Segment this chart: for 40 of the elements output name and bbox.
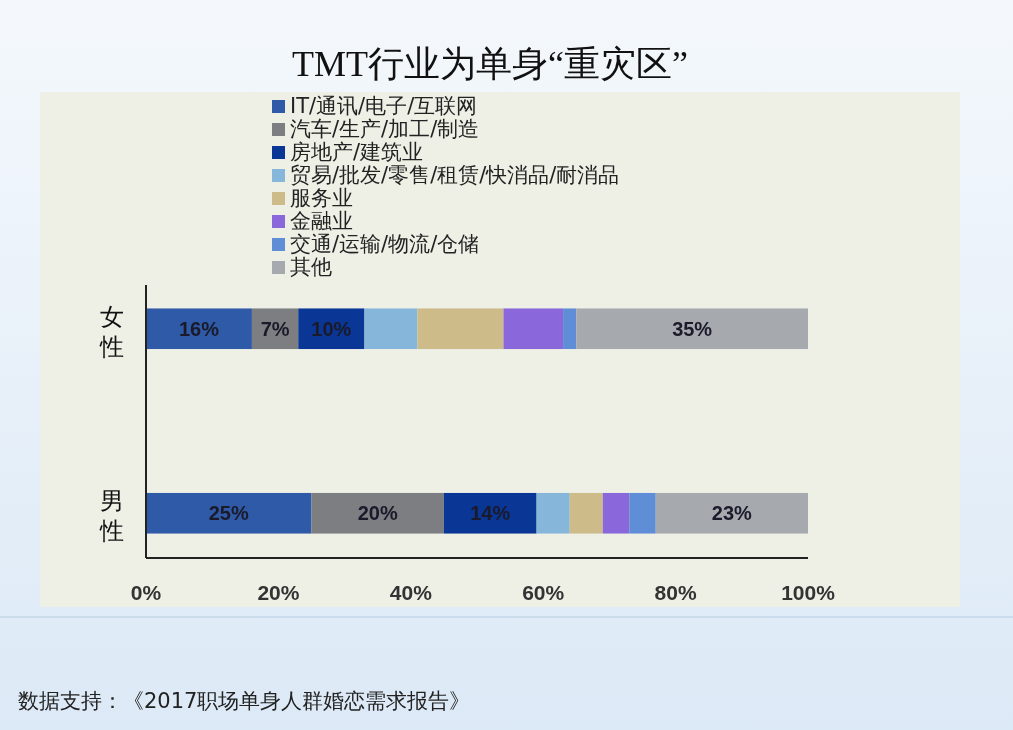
bar — [629, 492, 656, 534]
x-tick-label: 80% — [654, 581, 697, 604]
legend-label: 汽车/生产/加工/制造 — [290, 117, 480, 141]
text: 数据支持：《2017职场单身人群婚恋需求报告》 — [18, 689, 471, 713]
y-tick-label: 男性 — [99, 487, 124, 546]
legend-label: 房地产/建筑业 — [290, 140, 424, 164]
legend-label: 金融业 — [290, 209, 353, 233]
legend-label: 服务业 — [290, 186, 353, 210]
bar — [364, 308, 418, 350]
bar — [569, 492, 603, 534]
x-tick-label: 0% — [130, 581, 162, 604]
bar — [311, 492, 444, 534]
bar — [146, 492, 312, 534]
data-label: 25% — [208, 502, 249, 525]
bar — [536, 492, 570, 534]
x-tick-label: 60% — [522, 581, 565, 604]
bar — [443, 492, 537, 534]
y-tick-label: 女性 — [99, 302, 124, 361]
x-tick-label: 40% — [389, 581, 433, 604]
data-label: 35% — [672, 317, 713, 340]
bar — [655, 492, 808, 534]
legend-label: 交通/运输/物流/仓储 — [290, 232, 480, 256]
bar — [563, 308, 577, 350]
chart-title: TMT行业为单身“重灾区” — [292, 44, 688, 84]
legend-label: 贸易/批发/零售/租赁/快消品/耐消品 — [290, 163, 620, 187]
data-label: 10% — [311, 317, 352, 340]
legend-label: 其他 — [290, 255, 332, 279]
data-label: 23% — [711, 502, 753, 525]
bar — [576, 308, 808, 350]
x-tick-label: 100% — [781, 581, 836, 604]
data-label: 14% — [470, 502, 511, 525]
x-tick-label: 20% — [257, 581, 300, 604]
data-label: 16% — [178, 317, 220, 340]
data-label: 7% — [260, 317, 290, 340]
bar — [602, 492, 630, 534]
legend-label: IT/通讯/电子/互联网 — [290, 94, 478, 118]
bar — [417, 308, 504, 350]
bar — [146, 308, 252, 350]
data-label: 20% — [357, 502, 398, 525]
bar — [503, 308, 564, 350]
